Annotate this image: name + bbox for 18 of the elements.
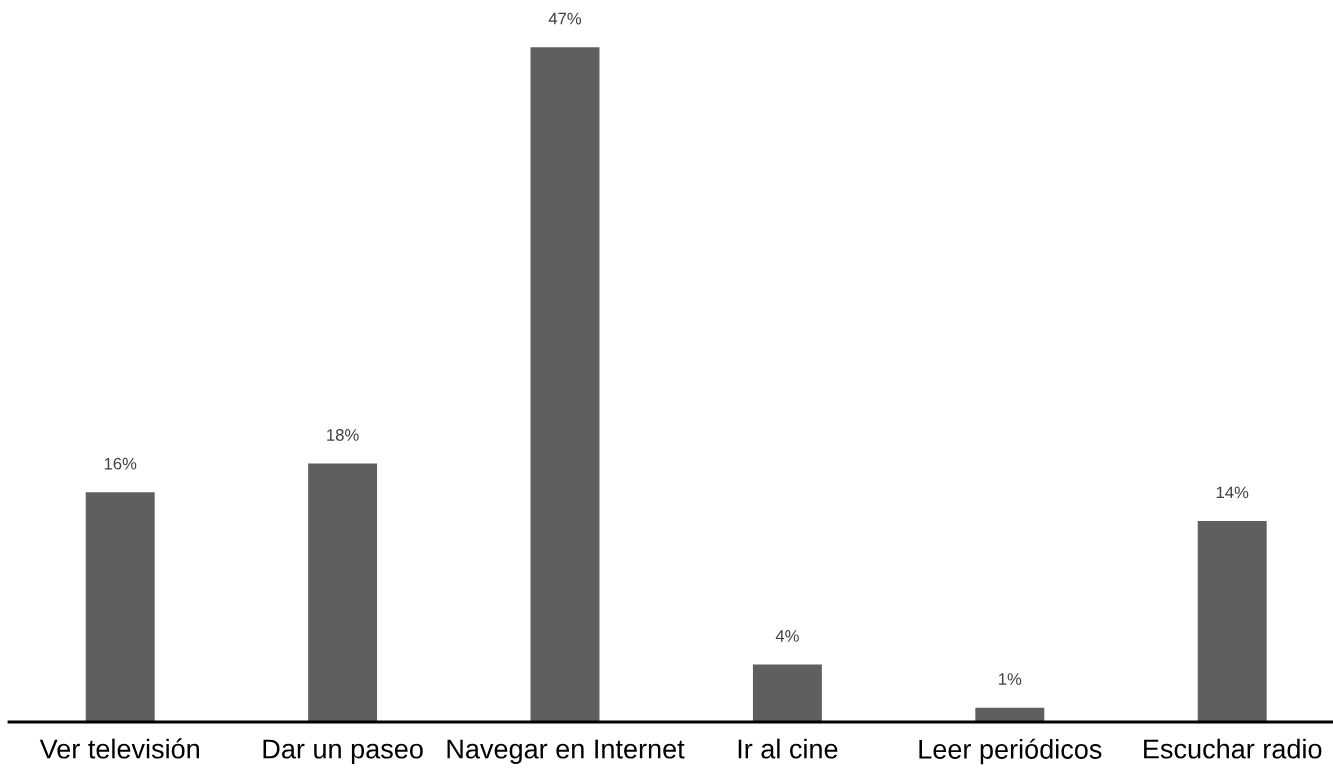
x-tick-label: Leer periódicos [919,738,1102,765]
bar [752,664,822,722]
data-label: 47% [548,12,582,25]
data-label: 14% [1216,486,1249,499]
bar [1197,521,1267,722]
x-tick-label: Dar un paseo [263,739,423,764]
bar [85,492,155,722]
x-tick-label: Ir al cine [738,738,838,759]
bar [308,463,378,722]
data-label: 4% [775,630,799,642]
x-tick-label: Escuchar radio [1144,738,1322,759]
data-label: 1% [999,673,1022,685]
data-label: 16% [104,457,137,470]
x-tick-label: Navegar en Internet [447,739,685,764]
bar [975,707,1045,722]
x-tick-label: Ver televisión [39,738,199,759]
data-label: 18% [327,429,359,441]
bar [530,47,600,722]
